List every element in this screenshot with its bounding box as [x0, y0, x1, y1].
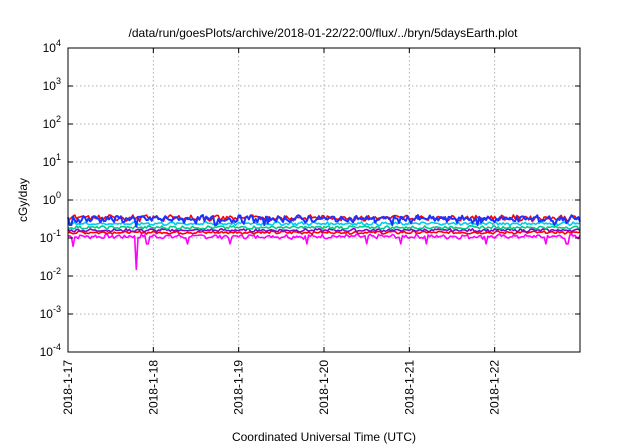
- series-line: [67, 225, 581, 231]
- series-line: [67, 227, 581, 233]
- chart-title: /data/run/goesPlots/archive/2018-01-22/2…: [129, 26, 519, 40]
- x-tick-label: 2018-1-20: [317, 360, 331, 415]
- series-line: [67, 214, 581, 223]
- x-tick-label: 2018-1-21: [402, 360, 416, 415]
- series-line: [67, 233, 581, 271]
- x-axis-title: Coordinated Universal Time (UTC): [232, 430, 416, 444]
- y-axis-title: cGy/day: [16, 178, 30, 222]
- y-tick-label: 101: [43, 152, 61, 169]
- y-tick-label: 104: [43, 38, 61, 55]
- y-tick-label: 103: [43, 76, 61, 93]
- series-line: [67, 230, 581, 235]
- x-tick-label: 2018-1-19: [232, 360, 246, 415]
- series-line: [67, 214, 581, 228]
- series-group: [67, 214, 581, 271]
- x-tick-label: 2018-1-17: [61, 360, 75, 415]
- y-axis: 104 103 102 101 100 10-1 10-2 10-3 10-4: [40, 38, 580, 359]
- y-tick-label: 102: [43, 114, 61, 131]
- y-tick-label: 100: [43, 190, 61, 207]
- y-tick-label: 10-4: [40, 342, 61, 359]
- y-tick-label: 10-1: [40, 228, 61, 245]
- y-tick-label: 10-3: [40, 304, 61, 321]
- x-axis: 2018-1-17 2018-1-18 2018-1-19 2018-1-20 2018…: [61, 48, 502, 415]
- x-tick-label: 2018-1-18: [146, 360, 160, 415]
- x-tick-label: 2018-1-22: [488, 360, 502, 415]
- y-tick-label: 10-2: [40, 266, 61, 283]
